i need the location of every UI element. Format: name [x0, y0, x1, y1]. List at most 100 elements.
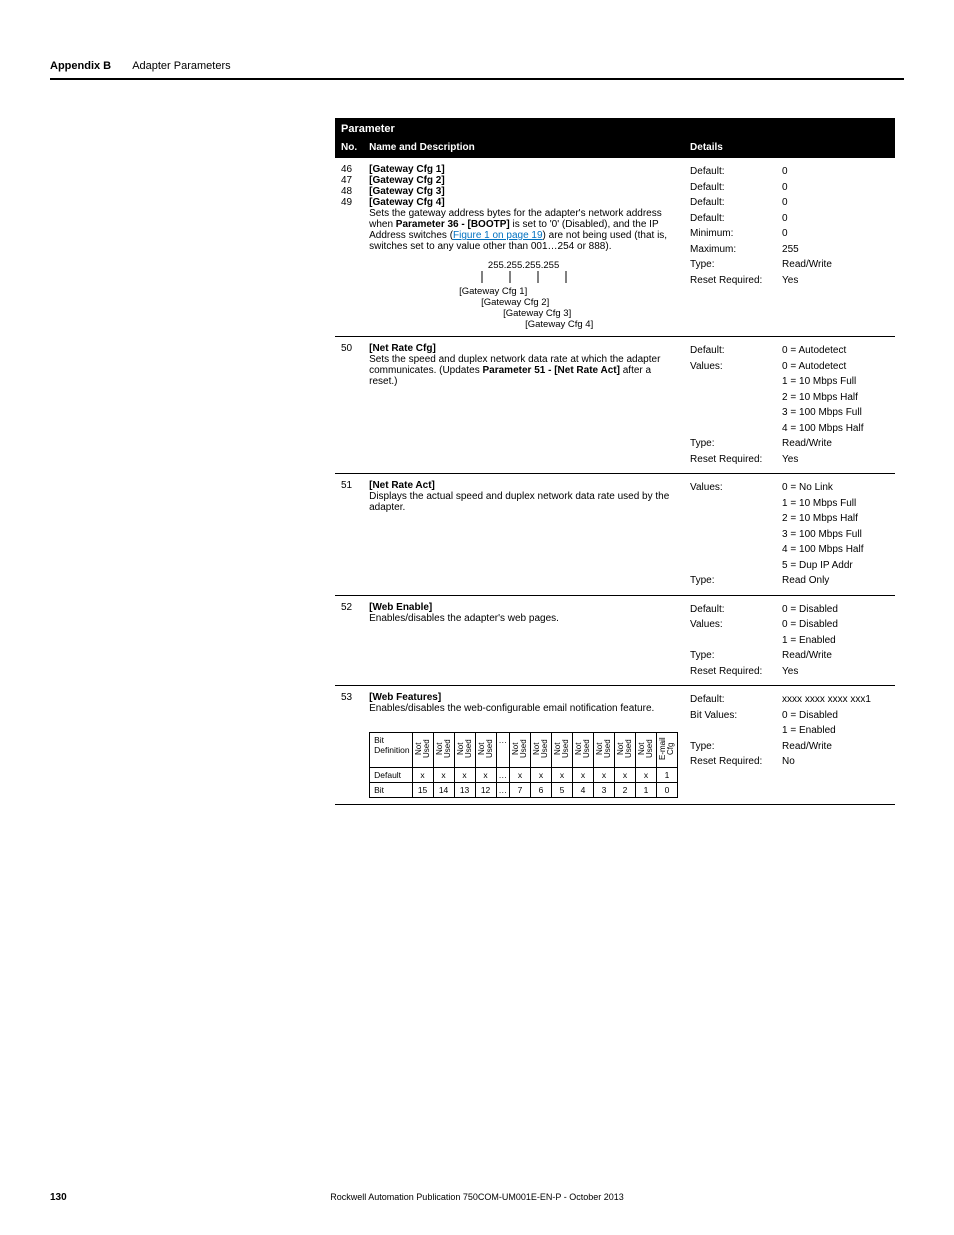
- no-line: 50: [341, 343, 357, 354]
- detail-key: Default:: [690, 343, 782, 359]
- table-row: 52 [Web Enable]Enables/disables the adapt…: [335, 595, 895, 686]
- no-line: 53: [341, 692, 357, 703]
- detail-key: Reset Required:: [690, 664, 782, 680]
- detail-key: Values:: [690, 480, 782, 496]
- param-details: Default:xxxx xxxx xxxx xxx1Bit Values:0 …: [684, 686, 895, 805]
- param-body: Displays the actual speed and duplex net…: [369, 491, 678, 513]
- param-desc: [Net Rate Act]Displays the actual speed …: [363, 474, 684, 596]
- address-tree: 255.255.255.255[Gateway Cfg 1][Gateway C…: [369, 260, 678, 330]
- bit-def: Not Used: [615, 733, 636, 768]
- detail-val: 4 = 100 Mbps Half: [782, 542, 863, 558]
- detail-line: Values:0 = Disabled: [690, 617, 889, 633]
- detail-val: 0 = No Link: [782, 480, 833, 496]
- detail-val: 3 = 100 Mbps Full: [782, 527, 862, 543]
- detail-key: Default:: [690, 692, 782, 708]
- detail-key: Type:: [690, 436, 782, 452]
- bit-num: 15: [412, 783, 433, 798]
- bit-num: 6: [531, 783, 552, 798]
- detail-val: Read/Write: [782, 739, 832, 755]
- bits-ellipsis: …: [496, 783, 510, 798]
- detail-line: 3 = 100 Mbps Full: [690, 405, 889, 421]
- detail-val: Read/Write: [782, 648, 832, 664]
- detail-line: Reset Required:Yes: [690, 273, 889, 289]
- table-row: 50 [Net Rate Cfg]Sets the speed and duple…: [335, 337, 895, 474]
- bit-val: x: [552, 768, 573, 783]
- tree-svg: [464, 271, 584, 283]
- detail-line: 4 = 100 Mbps Half: [690, 421, 889, 437]
- detail-line: Minimum:0: [690, 226, 889, 242]
- bit-val: x: [510, 768, 531, 783]
- detail-line: Default:0: [690, 180, 889, 196]
- tree-leaf: [Gateway Cfg 1]: [369, 286, 678, 297]
- header-parameter: Parameter: [335, 118, 895, 137]
- bit-num: 7: [510, 783, 531, 798]
- detail-val: 0 = Disabled: [782, 708, 838, 724]
- appendix-title: Adapter Parameters: [132, 60, 230, 72]
- detail-key: Type:: [690, 648, 782, 664]
- detail-line: 1 = Enabled: [690, 723, 889, 739]
- detail-val: 1 = Enabled: [782, 723, 836, 739]
- detail-line: 5 = Dup IP Addr: [690, 558, 889, 574]
- param-body: Enables/disables the adapter's web pages…: [369, 613, 678, 624]
- detail-key: Default:: [690, 211, 782, 227]
- detail-line: Bit Values:0 = Disabled: [690, 708, 889, 724]
- page: Appendix B Adapter Parameters Parameter …: [0, 0, 954, 1235]
- detail-key: [690, 374, 782, 390]
- detail-key: Default:: [690, 180, 782, 196]
- param-name: [Web Enable]: [369, 602, 678, 613]
- bit-def: Not Used: [510, 733, 531, 768]
- parameter-table: Parameter No. Name and Description Detai…: [335, 118, 895, 805]
- param-desc: [Net Rate Cfg]Sets the speed and duplex …: [363, 337, 684, 474]
- bit-val: x: [594, 768, 615, 783]
- param-desc: [Gateway Cfg 1][Gateway Cfg 2][Gateway C…: [363, 158, 684, 337]
- xref-link[interactable]: Figure 1 on page 19: [453, 230, 543, 241]
- table-body: 46474849[Gateway Cfg 1][Gateway Cfg 2][G…: [335, 158, 895, 805]
- bit-val: 1: [657, 768, 678, 783]
- param-name: [Gateway Cfg 4]: [369, 197, 678, 208]
- detail-key: [690, 723, 782, 739]
- detail-line: Maximum:255: [690, 242, 889, 258]
- bits-ellipsis: …: [496, 733, 510, 768]
- running-head: Appendix B Adapter Parameters: [50, 60, 904, 72]
- tree-ticks: [369, 271, 678, 286]
- bit-def: Not Used: [573, 733, 594, 768]
- appendix-label: Appendix B: [50, 60, 111, 72]
- detail-key: Values:: [690, 617, 782, 633]
- detail-val: 1 = 10 Mbps Full: [782, 374, 856, 390]
- detail-key: [690, 527, 782, 543]
- param-body: Enables/disables the web-configurable em…: [369, 703, 678, 714]
- publication-line: Rockwell Automation Publication 750COM-U…: [50, 1192, 904, 1202]
- param-no: 50: [335, 337, 363, 474]
- detail-val: 0 = Autodetect: [782, 343, 846, 359]
- detail-val: 1 = Enabled: [782, 633, 836, 649]
- detail-val: 3 = 100 Mbps Full: [782, 405, 862, 421]
- detail-line: Type:Read Only: [690, 573, 889, 589]
- detail-val: 2 = 10 Mbps Half: [782, 511, 858, 527]
- bit-num: 0: [657, 783, 678, 798]
- detail-line: Type:Read/Write: [690, 436, 889, 452]
- param-body: Sets the gateway address bytes for the a…: [369, 208, 678, 252]
- detail-line: 2 = 10 Mbps Half: [690, 390, 889, 406]
- detail-line: Default:0: [690, 211, 889, 227]
- bit-def: E-mail Cfg: [657, 733, 678, 768]
- bit-val: x: [433, 768, 454, 783]
- detail-val: No: [782, 754, 795, 770]
- detail-line: Type:Read/Write: [690, 739, 889, 755]
- bits-table: BitDefinitionNot UsedNot UsedNot UsedNot…: [369, 732, 678, 798]
- bit-def: Not Used: [636, 733, 657, 768]
- detail-line: Reset Required:No: [690, 754, 889, 770]
- detail-line: 1 = 10 Mbps Full: [690, 374, 889, 390]
- no-line: 48: [341, 186, 357, 197]
- detail-val: 1 = 10 Mbps Full: [782, 496, 856, 512]
- param-details: Default:0Default:0Default:0Default:0Mini…: [684, 158, 895, 337]
- header-details: Details: [684, 137, 895, 158]
- detail-line: Reset Required:Yes: [690, 452, 889, 468]
- inline-bold: Parameter 36 - [BOOTP]: [396, 219, 510, 230]
- content-area: Parameter No. Name and Description Detai…: [335, 118, 904, 805]
- detail-key: Minimum:: [690, 226, 782, 242]
- detail-line: Default:0 = Disabled: [690, 602, 889, 618]
- bits-label-bit: Bit: [370, 783, 412, 798]
- param-name: [Web Features]: [369, 692, 678, 703]
- no-line: 52: [341, 602, 357, 613]
- bits-ellipsis: …: [496, 768, 510, 783]
